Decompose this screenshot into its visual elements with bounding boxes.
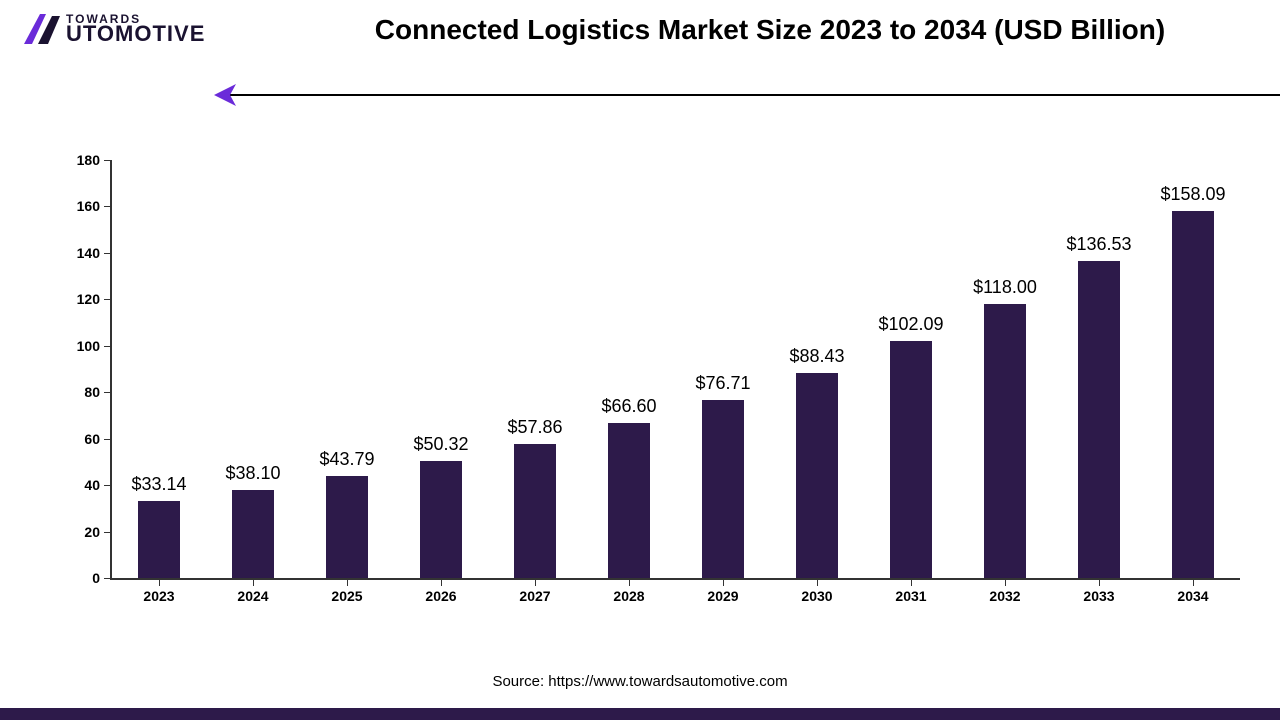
source-text: Source: https://www.towardsautomotive.co…	[0, 673, 1280, 690]
x-tick-label: 2023	[143, 588, 174, 604]
bar: $158.09	[1172, 211, 1214, 578]
x-tick-label: 2026	[425, 588, 456, 604]
logo-text-bottom: UTOMOTIVE	[66, 23, 205, 45]
bar-value-label: $88.43	[789, 346, 844, 367]
x-tick	[1193, 578, 1194, 586]
bar: $38.10	[232, 490, 274, 578]
x-tick	[723, 578, 724, 586]
bar-value-label: $57.86	[507, 417, 562, 438]
bar-value-label: $43.79	[319, 449, 374, 470]
y-tick	[104, 392, 112, 393]
y-tick	[104, 578, 112, 579]
brand-logo: TOWARDS UTOMOTIVE	[24, 10, 205, 48]
bar: $50.32	[420, 461, 462, 578]
header: TOWARDS UTOMOTIVE Connected Logistics Ma…	[0, 0, 1280, 70]
bar: $57.86	[514, 444, 556, 578]
logo-mark-icon	[24, 10, 62, 48]
y-tick	[104, 439, 112, 440]
y-tick-label: 160	[77, 198, 100, 214]
x-tick-label: 2025	[331, 588, 362, 604]
y-tick-label: 60	[84, 431, 100, 447]
bar-value-label: $38.10	[225, 463, 280, 484]
bar-chart: 0 20 40 60 80 100 120 140 160 180 2023 $33.14 2024 $3…	[60, 150, 1250, 620]
plot-area: 0204060801001201401601802023$33.142024$3…	[110, 160, 1240, 580]
y-tick	[104, 346, 112, 347]
x-tick-label: 2027	[519, 588, 550, 604]
y-tick	[104, 253, 112, 254]
x-tick-label: 2033	[1083, 588, 1114, 604]
bar-value-label: $102.09	[878, 314, 943, 335]
bar-value-label: $66.60	[601, 396, 656, 417]
x-tick-label: 2032	[989, 588, 1020, 604]
y-tick-label: 100	[77, 338, 100, 354]
y-tick-label: 140	[77, 245, 100, 261]
bar: $102.09	[890, 341, 932, 578]
x-tick-label: 2028	[613, 588, 644, 604]
x-tick-label: 2031	[895, 588, 926, 604]
x-tick	[629, 578, 630, 586]
y-tick	[104, 299, 112, 300]
y-tick-label: 120	[77, 291, 100, 307]
y-tick-label: 180	[77, 152, 100, 168]
x-tick	[911, 578, 912, 586]
bottom-stripe	[0, 708, 1280, 720]
bar-value-label: $118.00	[973, 277, 1037, 298]
x-tick	[817, 578, 818, 586]
bar: $43.79	[326, 476, 368, 578]
y-tick-label: 80	[84, 384, 100, 400]
bar: $66.60	[608, 423, 650, 578]
bar-value-label: $158.09	[1160, 184, 1225, 205]
x-tick	[347, 578, 348, 586]
x-tick	[159, 578, 160, 586]
x-tick-label: 2030	[801, 588, 832, 604]
bar: $88.43	[796, 373, 838, 578]
bar: $118.00	[984, 304, 1026, 578]
decorative-arrow-line	[222, 94, 1280, 96]
x-tick-label: 2034	[1177, 588, 1208, 604]
bar-value-label: $50.32	[413, 434, 468, 455]
x-tick-label: 2024	[237, 588, 268, 604]
y-tick-label: 40	[84, 477, 100, 493]
y-tick	[104, 206, 112, 207]
logo-text: TOWARDS UTOMOTIVE	[66, 13, 205, 45]
bar: $76.71	[702, 400, 744, 578]
y-tick	[104, 532, 112, 533]
bar-value-label: $33.14	[131, 474, 186, 495]
y-tick	[104, 485, 112, 486]
bar: $136.53	[1078, 261, 1120, 578]
bar-value-label: $76.71	[695, 373, 750, 394]
x-tick	[1005, 578, 1006, 586]
chart-title: Connected Logistics Market Size 2023 to …	[300, 14, 1240, 46]
x-tick	[1099, 578, 1100, 586]
y-tick-label: 0	[92, 570, 100, 586]
decorative-arrow-head-icon	[214, 84, 238, 111]
y-tick-label: 20	[84, 524, 100, 540]
bar-value-label: $136.53	[1066, 234, 1131, 255]
x-tick	[253, 578, 254, 586]
y-tick	[104, 160, 112, 161]
bar: $33.14	[138, 501, 180, 578]
x-tick-label: 2029	[707, 588, 738, 604]
x-tick	[535, 578, 536, 586]
x-tick	[441, 578, 442, 586]
